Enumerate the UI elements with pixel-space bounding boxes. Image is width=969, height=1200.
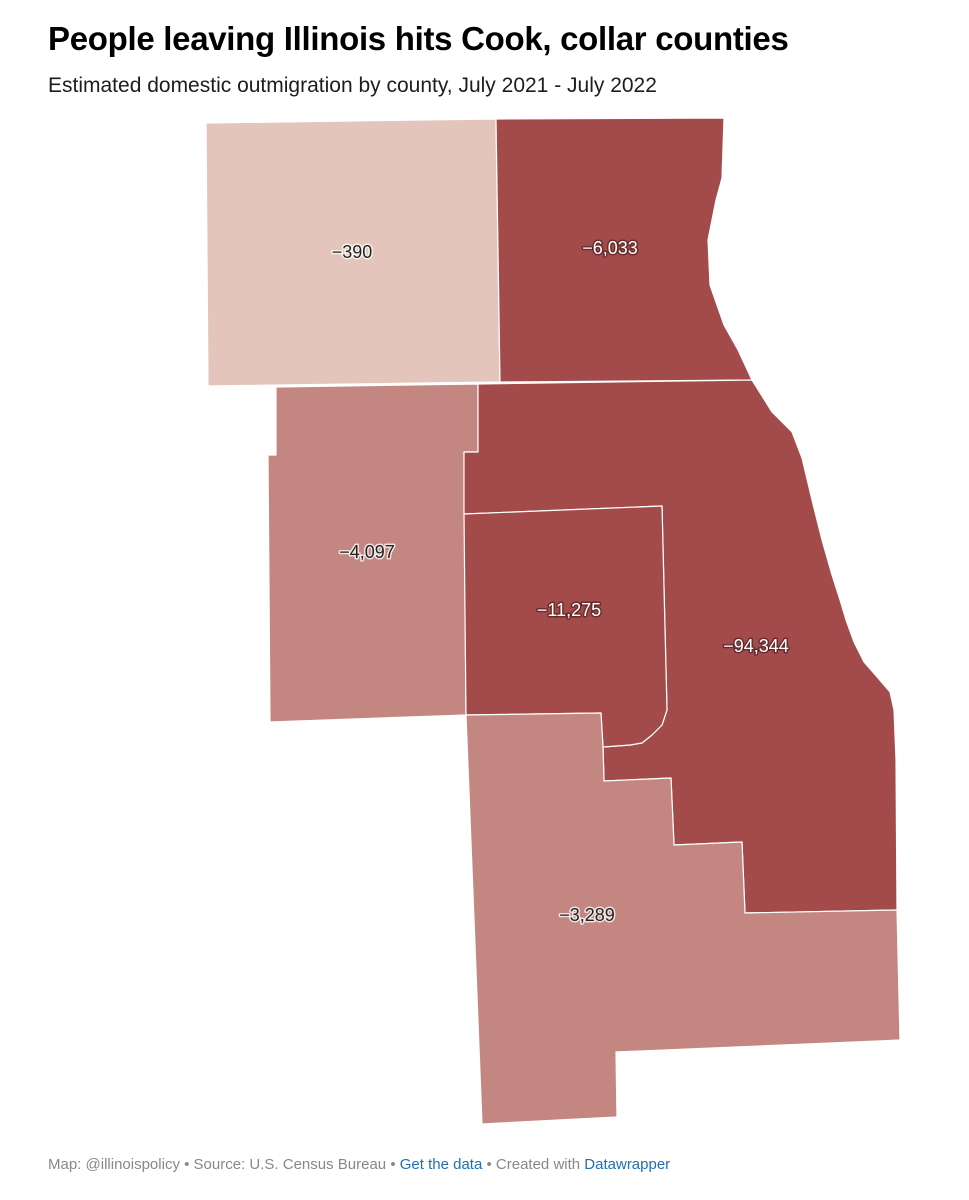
region-value-label-lake: −6,033 xyxy=(582,238,638,258)
county-region-dupage[interactable] xyxy=(463,505,668,748)
region-value-label-kane: −4,097 xyxy=(339,542,395,562)
chart-title: People leaving Illinois hits Cook, colla… xyxy=(48,20,789,57)
footer-credits: Map: @illinoispolicy • Source: U.S. Cens… xyxy=(48,1156,670,1173)
map-credit: Map: @illinoispolicy xyxy=(48,1156,180,1173)
region-value-label-mchenry: −390 xyxy=(332,242,373,262)
source-text: Source: U.S. Census Bureau xyxy=(193,1156,387,1173)
get-the-data-link[interactable]: Get the data xyxy=(399,1156,483,1173)
county-region-will[interactable] xyxy=(465,712,901,1125)
region-value-label-dupage: −11,275 xyxy=(537,600,601,620)
created-with-text: Created with xyxy=(495,1156,581,1173)
footer-separator: • xyxy=(386,1156,400,1173)
datawrapper-link[interactable]: Datawrapper xyxy=(584,1156,671,1173)
footer-separator: • xyxy=(482,1156,496,1173)
region-value-label-will: −3,289 xyxy=(559,905,615,925)
footer-separator: • xyxy=(179,1156,194,1173)
region-value-label-cook: −94,344 xyxy=(723,636,789,656)
chart-subtitle: Estimated domestic outmigration by count… xyxy=(48,74,657,97)
